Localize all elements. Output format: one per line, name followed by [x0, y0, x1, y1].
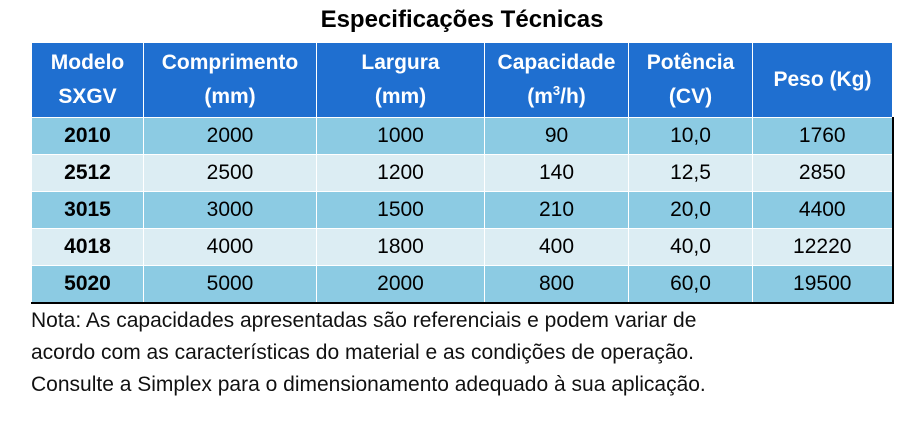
note-text: Nota: As capacidades apresentadas são re… [31, 305, 911, 401]
cell-peso: 12220 [752, 228, 894, 266]
cell-capacidade: 140 [484, 154, 629, 192]
cell-potencia: 20,0 [628, 191, 753, 229]
cell-peso: 1760 [752, 117, 894, 155]
cell-comprimento: 3000 [143, 191, 317, 229]
note-line: Consulte a Simplex para o dimensionament… [31, 373, 706, 396]
header-comprimento-line1: Comprimento [161, 51, 299, 74]
page-title: Especificações Técnicas [320, 6, 604, 33]
cell-modelo: 2010 [31, 117, 144, 155]
header-largura-line2: (mm) [374, 85, 427, 108]
cell-modelo: 3015 [31, 191, 144, 229]
header-potencia-line2: (CV) [668, 85, 713, 108]
header-capacidade-superscript: 3 [552, 83, 561, 98]
header-capacidade-line1: Capacidade [497, 51, 616, 74]
table-header-row: Modelo SXGV Comprimento (mm) Largura (mm… [31, 42, 893, 118]
cell-capacidade: 400 [484, 228, 629, 266]
cell-comprimento: 4000 [143, 228, 317, 266]
header-largura: Largura (mm) [316, 42, 485, 118]
header-peso: Peso (Kg) [752, 42, 893, 118]
header-potencia-line1: Potência [646, 51, 735, 74]
header-capacidade-line2-post: /h) [560, 85, 586, 108]
note-line: Nota: As capacidades apresentadas são re… [31, 309, 697, 332]
header-comprimento: Comprimento (mm) [143, 42, 317, 118]
cell-largura: 1500 [316, 191, 485, 229]
cell-potencia: 10,0 [628, 117, 753, 155]
table-row: 2512 2500 1200 140 12,5 2850 [31, 154, 894, 192]
cell-peso: 4400 [752, 191, 894, 229]
cell-potencia: 40,0 [628, 228, 753, 266]
header-modelo: Modelo SXGV [31, 42, 144, 118]
cell-largura: 1200 [316, 154, 485, 192]
header-capacidade: Capacidade (m3/h) [484, 42, 629, 118]
table-row: 3015 3000 1500 210 20,0 4400 [31, 191, 894, 229]
note-line: acordo com as características do materia… [31, 341, 695, 364]
cell-capacidade: 90 [484, 117, 629, 155]
cell-largura: 2000 [316, 265, 485, 304]
header-modelo-line2: SXGV [58, 85, 117, 108]
header-potencia: Potência (CV) [628, 42, 753, 118]
table-row: 5020 5000 2000 800 60,0 19500 [31, 265, 894, 304]
specifications-table: Modelo SXGV Comprimento (mm) Largura (mm… [31, 42, 894, 304]
header-comprimento-line2: (mm) [204, 85, 256, 108]
cell-comprimento: 2000 [143, 117, 317, 155]
cell-comprimento: 5000 [143, 265, 317, 304]
header-largura-line1: Largura [361, 51, 440, 74]
cell-potencia: 12,5 [628, 154, 753, 192]
cell-peso: 2850 [752, 154, 894, 192]
cell-largura: 1800 [316, 228, 485, 266]
cell-potencia: 60,0 [628, 265, 753, 304]
cell-comprimento: 2500 [143, 154, 317, 192]
cell-largura: 1000 [316, 117, 485, 155]
header-modelo-line1: Modelo [50, 51, 125, 74]
cell-modelo: 2512 [31, 154, 144, 192]
header-capacidade-line2-pre: (m [527, 85, 553, 108]
cell-peso: 19500 [752, 265, 894, 304]
cell-capacidade: 800 [484, 265, 629, 304]
table-row: 4018 4000 1800 400 40,0 12220 [31, 228, 894, 266]
table-row: 2010 2000 1000 90 10,0 1760 [31, 117, 894, 155]
cell-capacidade: 210 [484, 191, 629, 229]
cell-modelo: 4018 [31, 228, 144, 266]
cell-modelo: 5020 [31, 265, 144, 304]
header-peso-line1: Peso (Kg) [773, 68, 872, 91]
